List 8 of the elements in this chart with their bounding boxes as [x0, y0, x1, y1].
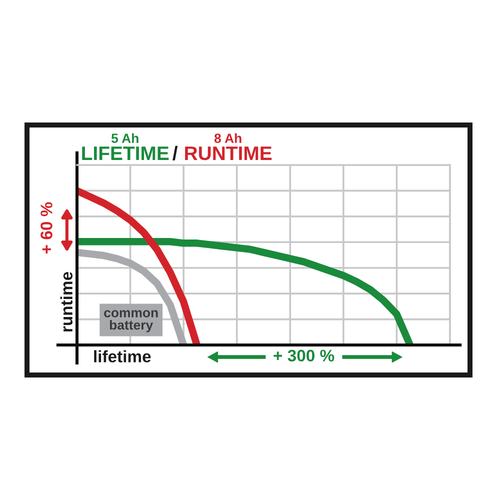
x-axis-title: lifetime	[94, 350, 151, 362]
text: 5 Ah LIFETIME	[82, 133, 169, 160]
text: 8 Ah RUNTIME	[185, 133, 272, 160]
text: + 60 %	[40, 202, 52, 254]
series-label: common battery	[104, 310, 158, 332]
y-axis-title: runtime	[60, 272, 73, 332]
text: /	[172, 146, 178, 160]
text: + 300 %	[274, 350, 334, 362]
